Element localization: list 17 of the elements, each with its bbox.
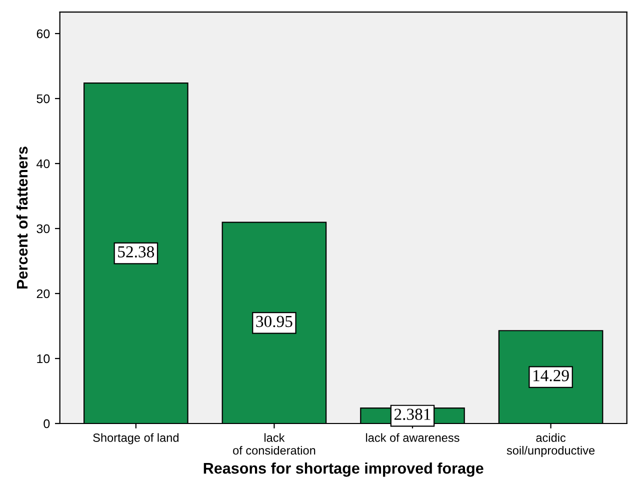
data-label: 30.95: [256, 316, 292, 328]
y-tick-label: 40: [36, 159, 50, 168]
y-tick-label: 10: [37, 354, 50, 364]
x-axis-title: Reasons for shortage improved forage: [204, 462, 484, 477]
y-tick-label: 50: [36, 94, 50, 104]
data-label: 2.381: [394, 408, 430, 420]
x-tick-label: acidic soil/unproductive: [506, 433, 595, 457]
data-label: 52.38: [118, 246, 154, 258]
y-axis-title: Percent of fatteners: [16, 146, 28, 289]
y-tick-label: 20: [36, 289, 50, 298]
x-tick-label: lack of awareness: [366, 433, 460, 442]
x-tick-label: Shortage of land: [93, 433, 178, 444]
data-label: 14.29: [534, 370, 569, 382]
y-tick-label: 0: [44, 419, 50, 428]
x-tick-label: lack of consideration: [233, 433, 316, 455]
y-tick-label: 30: [36, 224, 50, 234]
y-tick-label: 60: [36, 29, 50, 38]
